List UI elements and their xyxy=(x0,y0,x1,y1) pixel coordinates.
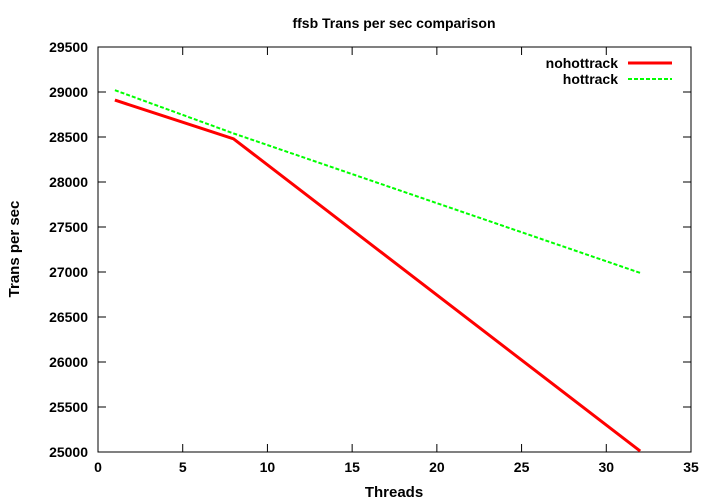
chart-title: ffsb Trans per sec comparison xyxy=(292,15,495,31)
x-tick-label: 15 xyxy=(344,459,360,475)
series-line-hottrack xyxy=(114,89,641,274)
y-axis-label: Trans per sec xyxy=(6,201,23,298)
y-tick-label: 28500 xyxy=(49,129,88,145)
y-axis: 25000 25500 26000 26500 27000 27500 28000 28500… xyxy=(49,39,691,460)
x-tick-label: 35 xyxy=(683,459,699,475)
x-axis-label: Threads xyxy=(365,484,423,501)
x-tick-label: 25 xyxy=(514,459,530,475)
legend-label-nohottrack: nohottrack xyxy=(546,55,619,71)
x-tick-label: 5 xyxy=(179,459,187,475)
x-tick-label: 0 xyxy=(94,459,102,475)
x-axis: 0 5 10 15 20 25 30 35 xyxy=(94,47,699,475)
y-tick-label: 28000 xyxy=(49,174,88,190)
y-tick-label: 25000 xyxy=(49,444,88,460)
y-tick-label: 29000 xyxy=(49,84,88,100)
plot-frame xyxy=(97,46,692,453)
legend-label-hottrack: hottrack xyxy=(563,71,618,87)
y-tick-label: 26500 xyxy=(49,309,88,325)
x-tick-label: 10 xyxy=(260,459,276,475)
y-tick-label: 26000 xyxy=(49,354,88,370)
y-tick-label: 27500 xyxy=(49,219,88,235)
x-tick-label: 30 xyxy=(598,459,614,475)
series-line-nohottrack xyxy=(114,98,642,453)
y-tick-label: 27000 xyxy=(49,264,88,280)
y-tick-label: 25500 xyxy=(49,399,88,415)
y-tick-label: 29500 xyxy=(49,39,88,55)
series-layer xyxy=(114,89,642,453)
x-tick-label: 20 xyxy=(429,459,445,475)
